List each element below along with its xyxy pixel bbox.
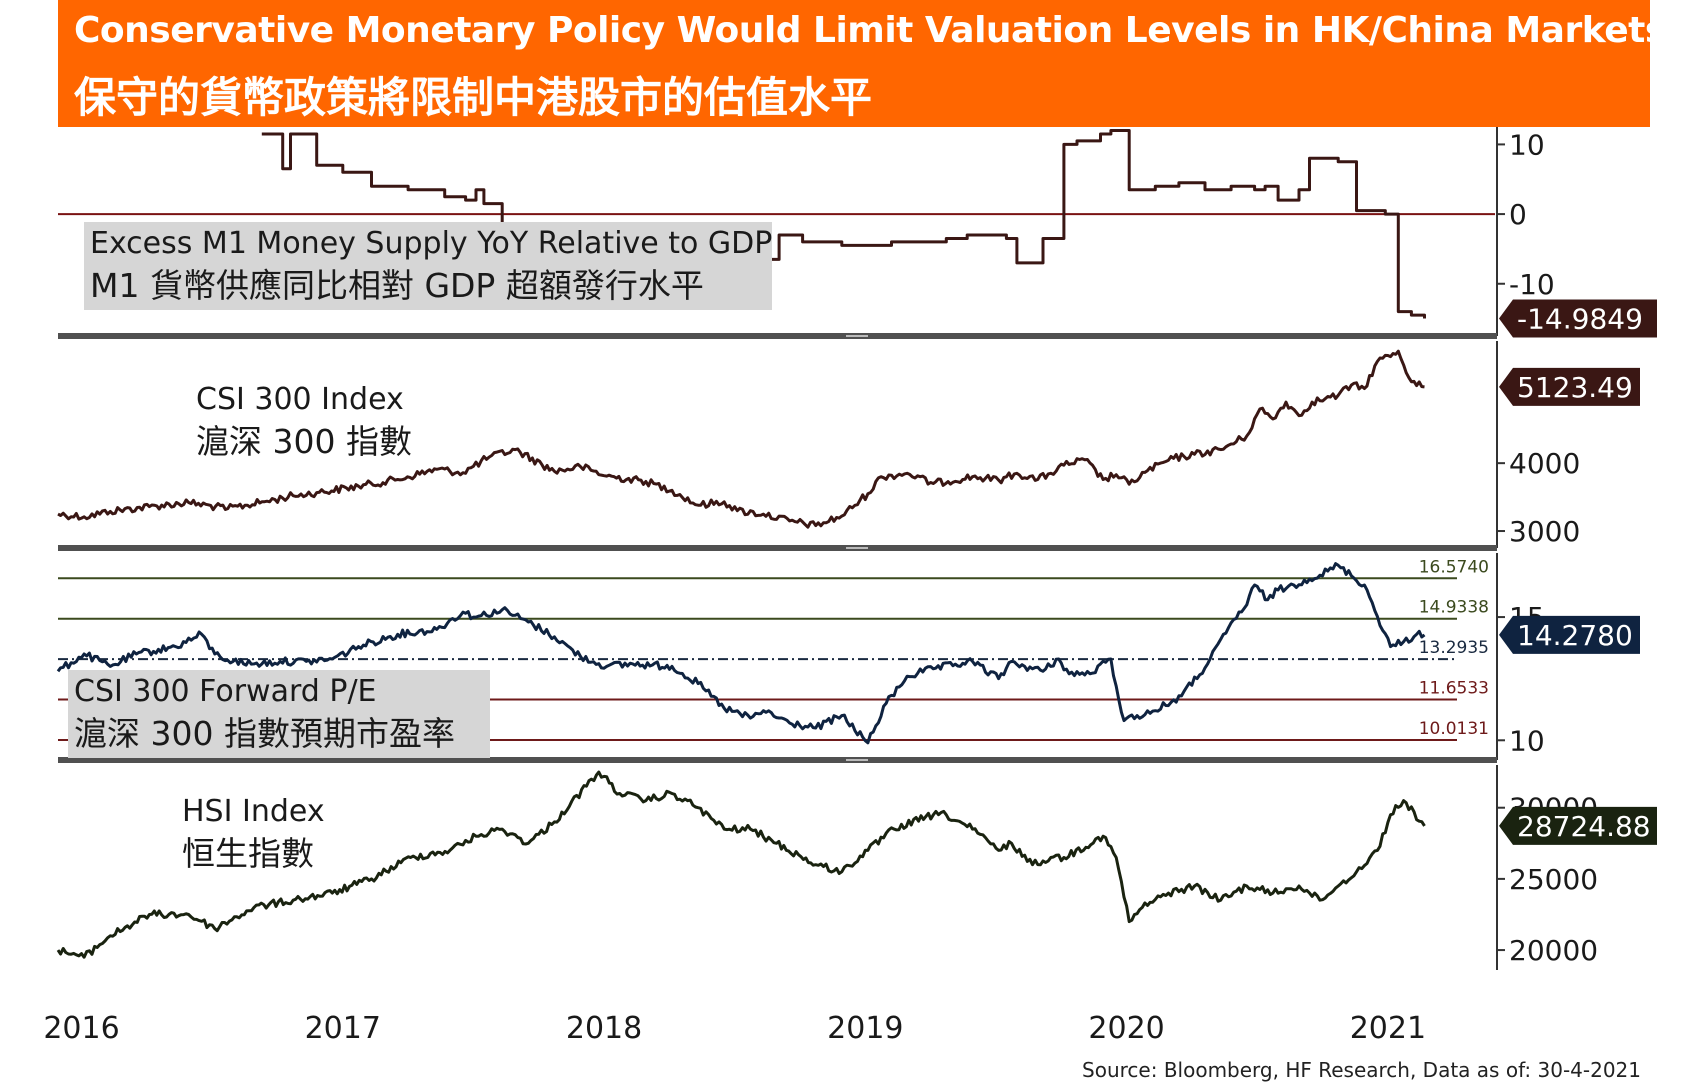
x-tick-label: 2018 xyxy=(566,1011,642,1046)
x-tick-label: 2020 xyxy=(1088,1011,1164,1046)
csi300-pe-tick-label: 10 xyxy=(1509,724,1545,757)
pe-label-en: CSI 300 Forward P/E xyxy=(74,674,377,709)
hsi-last-value-label: 28724.88 xyxy=(1517,810,1651,843)
hsi-last-value-badge xyxy=(1499,806,1657,845)
m1-label: Excess M1 Money Supply YoY Relative to G… xyxy=(90,224,772,308)
m1-excess-tick-label: 0 xyxy=(1509,198,1527,231)
csi300-pe-last-value-label: 14.2780 xyxy=(1517,619,1633,652)
csi300-panel: 4000 3000 5123.49 xyxy=(57,341,1640,548)
hsi-panel: 30000250002000028724.88 xyxy=(56,765,1657,970)
divider-handle xyxy=(846,759,868,761)
csi300-tick-label: 4000 xyxy=(1509,447,1580,480)
csi300-line xyxy=(57,349,1425,529)
csi300-pe-last-value-badge xyxy=(1499,615,1640,654)
chart-title: Conservative Monetary Policy Would Limit… xyxy=(74,10,1666,51)
hsi-label: HSI Index 恒生指數 xyxy=(182,792,325,876)
source-note: Source: Bloomberg, HF Research, Data as … xyxy=(1082,1058,1641,1082)
csi300-label: CSI 300 Index 滬深 300 指數 xyxy=(196,380,412,464)
csi300-pe-reference-label: 10.0131 xyxy=(1419,719,1489,739)
hsi-line xyxy=(56,770,1426,959)
divider-handle xyxy=(846,335,868,337)
hsi-label-zh: 恒生指數 xyxy=(182,834,314,873)
panel-divider xyxy=(58,545,1497,551)
csi300-pe-reference-label: 14.9338 xyxy=(1419,598,1489,618)
m1-excess-line xyxy=(261,129,1426,319)
csi300-pe-reference-label: 13.2935 xyxy=(1419,638,1489,658)
x-tick-label: 2019 xyxy=(827,1011,903,1046)
hsi-label-en: HSI Index xyxy=(182,794,325,829)
csi300-label-en: CSI 300 Index xyxy=(196,382,404,417)
chart-title-chinese: 保守的貨幣政策將限制中港股市的估值水平 xyxy=(74,73,873,122)
title-bar xyxy=(58,0,1650,127)
csi300-last-value-label: 5123.49 xyxy=(1517,371,1633,404)
csi300-tick-label: 3000 xyxy=(1509,515,1580,548)
hsi-tick-label: 20000 xyxy=(1509,934,1598,967)
x-tick-label: 2016 xyxy=(43,1011,119,1046)
m1-label-zh: M1 貨幣供應同比相對 GDP 超額發行水平 xyxy=(90,266,704,305)
csi300-pe-reference-label: 16.5740 xyxy=(1419,557,1489,577)
panel-divider xyxy=(58,757,1497,763)
m1-label-box xyxy=(84,222,772,310)
panel-divider xyxy=(58,333,1497,339)
m1-excess-last-value-badge xyxy=(1499,299,1657,338)
m1-excess-last-value-label: -14.9849 xyxy=(1517,302,1643,335)
pe-label-box xyxy=(68,670,490,758)
hsi-tick-label: 25000 xyxy=(1509,863,1598,896)
csi300-pe-line xyxy=(56,562,1426,745)
pe-label-zh: 滬深 300 指數預期市盈率 xyxy=(74,714,455,753)
m1-excess-tick-label: -10 xyxy=(1509,268,1555,301)
csi300-label-zh: 滬深 300 指數 xyxy=(196,422,412,461)
csi300-pe-reference-label: 11.6533 xyxy=(1419,679,1489,699)
m1-label-en: Excess M1 Money Supply YoY Relative to G… xyxy=(90,226,773,261)
csi300-last-value-badge xyxy=(1499,367,1640,406)
m1-excess-panel: 10 0 -10-14.9849 xyxy=(58,127,1657,338)
x-tick-label: 2021 xyxy=(1350,1011,1426,1046)
x-tick-label: 2017 xyxy=(305,1011,381,1046)
pe-label: CSI 300 Forward P/E 滬深 300 指數預期市盈率 xyxy=(74,672,455,756)
divider-handle xyxy=(846,547,868,549)
m1-excess-tick-label: 10 xyxy=(1509,128,1545,161)
